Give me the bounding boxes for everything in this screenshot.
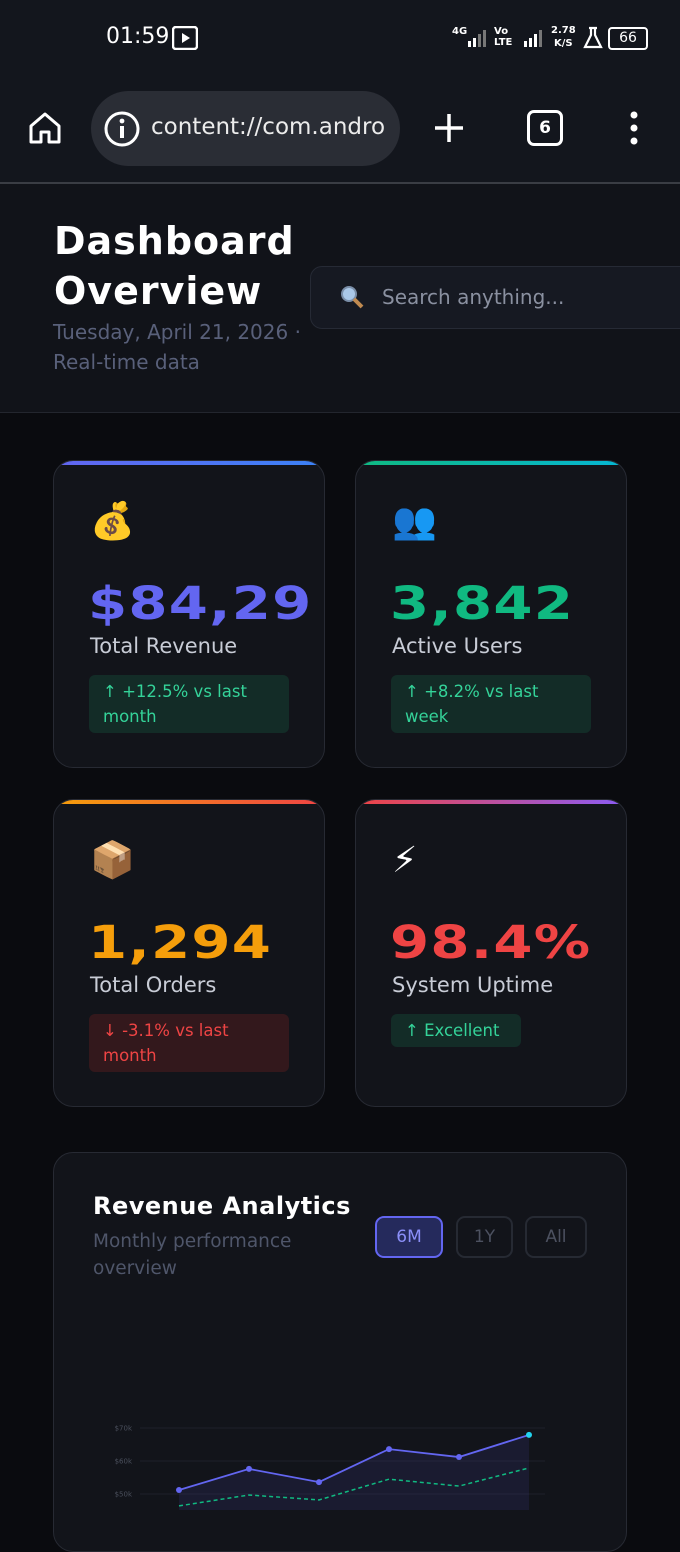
data-point xyxy=(176,1487,182,1494)
y-tick-label: $60k xyxy=(115,1458,133,1466)
stat-change: ↓ -3.1% vs last month xyxy=(89,1014,289,1072)
stat-label: System Uptime xyxy=(392,973,554,997)
stat-card: 💰 $84,29 Total Revenue ↑ +12.5% vs last … xyxy=(53,460,325,768)
range-button[interactable]: 1Y xyxy=(456,1216,513,1258)
new-tab-button[interactable] xyxy=(432,111,466,145)
analytics-subtitle: Monthly performance overview xyxy=(93,1231,292,1279)
data-point xyxy=(246,1465,252,1472)
stat-card: ⚡ 98.4% System Uptime ↑ Excellent xyxy=(355,799,627,1107)
clock: 01:59 xyxy=(106,24,170,49)
area-fill xyxy=(179,1434,529,1510)
stat-value: $84,29 xyxy=(88,577,313,630)
series-line xyxy=(178,1467,530,1507)
home-button[interactable] xyxy=(27,110,63,146)
stat-change: ↑ +8.2% vs last week xyxy=(391,675,591,733)
range-button[interactable]: All xyxy=(525,1216,587,1258)
data-point xyxy=(316,1479,322,1486)
data-point xyxy=(526,1431,532,1438)
stat-label: Active Users xyxy=(392,634,523,658)
volte: Vo LTE xyxy=(494,26,513,48)
battery: 66 xyxy=(608,27,648,50)
search-placeholder: Search anything... xyxy=(382,285,565,309)
dashboard-header: Dashboard Overview Tuesday, April 21, 20… xyxy=(0,184,680,413)
stat-value: 98.4% xyxy=(390,916,592,969)
y-tick-label: $70k xyxy=(115,1425,133,1433)
stat-icon: ⚡ xyxy=(392,840,418,881)
stat-icon: 📦 xyxy=(90,840,135,881)
data-point xyxy=(386,1446,392,1453)
card-accent xyxy=(356,800,626,804)
date-text: Tuesday, April 21, 2026 · Real-time data xyxy=(53,320,301,374)
search-icon xyxy=(341,286,364,309)
stat-card: 👥 3,842 Active Users ↑ +8.2% vs last wee… xyxy=(355,460,627,768)
series-line xyxy=(178,1434,530,1491)
url-text: content://com.andro xyxy=(151,114,386,140)
network-type: 4G xyxy=(452,26,468,37)
card-accent xyxy=(356,461,626,465)
card-accent xyxy=(54,461,324,465)
media-icon xyxy=(172,26,198,50)
stat-change: ↑ +12.5% vs last month xyxy=(89,675,289,733)
range-button[interactable]: 6M xyxy=(375,1216,443,1258)
stat-label: Total Orders xyxy=(90,973,217,997)
tab-count[interactable]: 6 xyxy=(527,110,563,146)
analytics-title: Revenue Analytics xyxy=(93,1192,351,1220)
stat-icon: 💰 xyxy=(90,501,135,542)
signal-icon xyxy=(468,30,486,47)
card-accent xyxy=(54,800,324,804)
data-point xyxy=(456,1454,462,1461)
net-speed: 2.78 xyxy=(551,25,576,36)
search-box[interactable]: Search anything... xyxy=(310,266,680,329)
stat-icon: 👥 xyxy=(392,501,437,542)
net-speed-unit: K/S xyxy=(554,38,573,49)
y-tick-label: $50k xyxy=(115,1491,133,1499)
stat-value: 3,842 xyxy=(390,577,575,630)
url-bar[interactable]: content://com.andro xyxy=(91,91,400,166)
info-icon[interactable] xyxy=(103,110,141,148)
stat-change: ↑ Excellent xyxy=(391,1014,521,1047)
stat-card: 📦 1,294 Total Orders ↓ -3.1% vs last mon… xyxy=(53,799,325,1107)
page-title: Dashboard Overview xyxy=(54,219,295,313)
signal-icon xyxy=(524,30,542,47)
flask-icon xyxy=(583,26,603,49)
line-chart: $50k $60k $70k xyxy=(115,1425,545,1510)
menu-button[interactable] xyxy=(624,109,644,149)
status-bar: 01:59 4G Vo LTE 2.78 K/S 66 xyxy=(0,0,680,75)
browser-bar: content://com.andro 6 xyxy=(0,75,680,184)
stat-label: Total Revenue xyxy=(90,634,238,658)
stat-value: 1,294 xyxy=(88,916,273,969)
